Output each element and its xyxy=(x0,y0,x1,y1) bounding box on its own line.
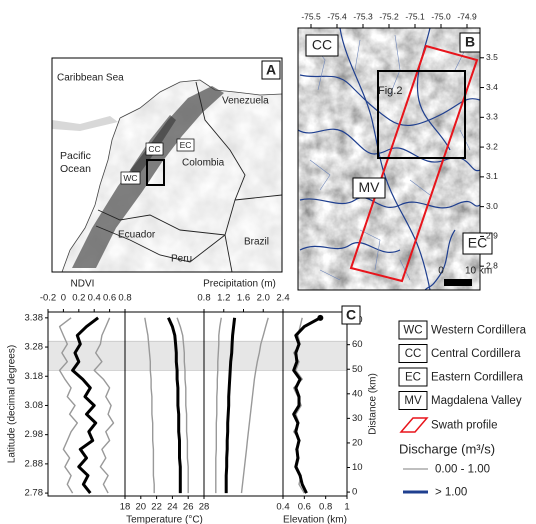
x-tick-label: -75.0 xyxy=(431,11,451,21)
legend-label: Western Cordillera xyxy=(431,325,527,337)
map-b xyxy=(298,28,480,290)
map-label: Colombia xyxy=(182,158,225,169)
legend-label: Magdalena Valley xyxy=(431,395,522,407)
x-tick-label: 2.0 xyxy=(257,293,270,304)
y-tick-label: 3.08 xyxy=(25,400,44,411)
y2-tick-label: 0 xyxy=(352,487,357,498)
y2-tick-label: 50 xyxy=(352,364,363,375)
map-label: WC xyxy=(123,173,137,183)
x-tick-label: 28 xyxy=(199,502,210,513)
x-tick-label: 0.8 xyxy=(197,293,210,304)
x-tick-label: -0.2 xyxy=(40,293,56,304)
x-tick-label: -75.4 xyxy=(327,11,347,21)
map-label: Pacific Ocean xyxy=(60,150,104,176)
scale-bar xyxy=(444,279,472,286)
y-tick-label: 3.2 xyxy=(486,141,498,151)
x-tick-label: -75.5 xyxy=(301,11,321,21)
x-tick-label: 24 xyxy=(167,502,178,513)
x-tick-label: 18 xyxy=(120,502,131,513)
x-tick-label: 0.2 xyxy=(72,293,85,304)
y-tick-label: 3.38 xyxy=(25,312,44,323)
panel-label: B xyxy=(465,34,475,50)
map-label: Brazil xyxy=(244,237,269,248)
x-tick-label: 1.6 xyxy=(237,293,250,304)
y2-tick-label: 60 xyxy=(352,339,363,350)
x-tick-label: 0.6 xyxy=(298,502,311,513)
y-tick-label: 2.8 xyxy=(486,260,498,270)
x-tick-label: -75.2 xyxy=(379,11,399,21)
map-label: Fig.2 xyxy=(378,85,402,97)
y-tick-label: 2.78 xyxy=(25,488,44,499)
legend-label: Eastern Cordillera xyxy=(431,372,524,384)
x-axis-title: Temperature (°C) xyxy=(126,515,203,524)
map-label: EC xyxy=(180,140,192,150)
y2-axis-title: Distance (km) xyxy=(368,373,379,435)
legend-label: Central Cordillera xyxy=(431,348,521,360)
x-tick-label: 20 xyxy=(136,502,147,513)
map-label: Ecuador xyxy=(118,230,156,241)
y2-tick-label: 10 xyxy=(352,462,363,473)
x-axis-title: Precipitation (m) xyxy=(203,279,276,290)
legend-abbr: EC xyxy=(405,372,421,384)
y2-tick-label: 30 xyxy=(352,413,363,424)
x-tick-label: 2.4 xyxy=(276,293,289,304)
x-axis-title: Elevation (km) xyxy=(283,515,347,524)
legend-title: Discharge (m³/s) xyxy=(399,441,495,456)
x-tick-label: 0.6 xyxy=(103,293,116,304)
y-tick-label: 3.4 xyxy=(486,82,498,92)
panel-label: C xyxy=(346,307,356,323)
x-tick-label: 0.4 xyxy=(88,293,101,304)
figure-canvas: A Caribbean Sea Venezuela CC EC WC Colom… xyxy=(0,0,536,524)
x-tick-label: -75.3 xyxy=(353,11,373,21)
map-label: CC xyxy=(312,37,332,53)
legend-label: 0.00 - 1.00 xyxy=(435,464,490,476)
map-label: EC xyxy=(468,235,487,251)
map-label: CC xyxy=(148,144,160,154)
x-tick-label: 0.4 xyxy=(276,502,289,513)
chart-c: -0.200.20.40.60.8NDVI182022242628Tempera… xyxy=(7,279,379,524)
map-label: Venezuela xyxy=(222,96,269,107)
x-tick-label: 22 xyxy=(151,502,162,513)
y-tick-label: 3.1 xyxy=(486,171,498,181)
map-label: Caribbean Sea xyxy=(57,73,124,84)
x-tick-label: 1.2 xyxy=(217,293,230,304)
map-label: Peru xyxy=(171,254,192,265)
x-tick-label: -75.1 xyxy=(405,11,425,21)
x-tick-label: 26 xyxy=(183,502,194,513)
map-label: MV xyxy=(359,179,381,195)
legend-label: > 1.00 xyxy=(435,487,467,499)
y-tick-label: 2.98 xyxy=(25,429,44,440)
scale-label: 0 xyxy=(438,266,444,277)
x-tick-label: 0 xyxy=(61,293,66,304)
y-tick-label: 3.0 xyxy=(486,201,498,211)
y-axis-title: Latitude (decimal degrees) xyxy=(7,345,18,463)
x-axis-title: NDVI xyxy=(71,279,95,290)
legend-abbr: WC xyxy=(403,325,422,337)
figure: A Caribbean Sea Venezuela CC EC WC Colom… xyxy=(0,0,536,524)
x-tick-label: 0.8 xyxy=(118,293,131,304)
y-tick-label: 3.5 xyxy=(486,52,498,62)
legend-swath-icon xyxy=(401,418,427,432)
panel-label: A xyxy=(266,62,276,78)
x-tick-label: 1 xyxy=(344,502,349,513)
y2-tick-label: 20 xyxy=(352,437,363,448)
legend-abbr: MV xyxy=(404,395,422,407)
y2-tick-label: 40 xyxy=(352,388,363,399)
legend: WC Western Cordillera CC Central Cordillera… xyxy=(399,321,527,499)
y-tick-label: 3.28 xyxy=(25,342,44,353)
x-tick-label: 0.8 xyxy=(319,502,332,513)
y-tick-label: 3.3 xyxy=(486,112,498,122)
x-tick-label: -74.9 xyxy=(457,11,477,21)
profile-end-point xyxy=(317,315,323,321)
highlight-band xyxy=(48,341,347,370)
y-tick-label: 2.9 xyxy=(486,231,498,241)
legend-abbr: CC xyxy=(405,348,422,360)
legend-label: Swath profile xyxy=(431,420,497,432)
y-tick-label: 2.88 xyxy=(25,458,44,469)
y-tick-label: 3.18 xyxy=(25,371,44,382)
